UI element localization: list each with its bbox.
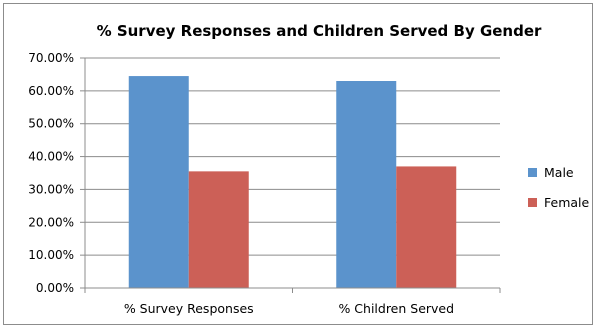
bar-female-1 — [188, 171, 249, 288]
legend-swatch-female — [528, 198, 537, 207]
x-category-label: % Survey Responses — [124, 301, 254, 316]
bar-male-2 — [336, 81, 397, 288]
legend-label-female: Female — [544, 195, 590, 210]
legend-label-male: Male — [544, 165, 574, 180]
y-tick-label: 60.00% — [28, 84, 74, 98]
x-axis-category-labels: % Survey Responses % Children Served — [84, 288, 501, 316]
y-axis-tick-labels: 0.00% 10.00% 20.00% 30.00% 40.00% 50.00% 60.00… — [28, 51, 74, 295]
y-tick-label: 10.00% — [28, 248, 74, 262]
y-tick-label: 0.00% — [36, 281, 74, 295]
chart-area — [3, 3, 593, 325]
legend: Male Female — [528, 165, 590, 210]
y-tick-label: 50.00% — [28, 117, 74, 131]
y-tick-label: 70.00% — [28, 51, 74, 65]
legend-swatch-male — [528, 168, 537, 177]
x-category-label: % Children Served — [338, 301, 454, 316]
chart-title: % Survey Responses and Children Served B… — [97, 22, 542, 40]
y-tick-label: 40.00% — [28, 150, 74, 164]
y-tick-label: 20.00% — [28, 215, 74, 229]
bars — [128, 76, 457, 288]
bar-female-2 — [396, 166, 457, 288]
y-tick-label: 30.00% — [28, 182, 74, 196]
bar-male-1 — [128, 76, 189, 288]
